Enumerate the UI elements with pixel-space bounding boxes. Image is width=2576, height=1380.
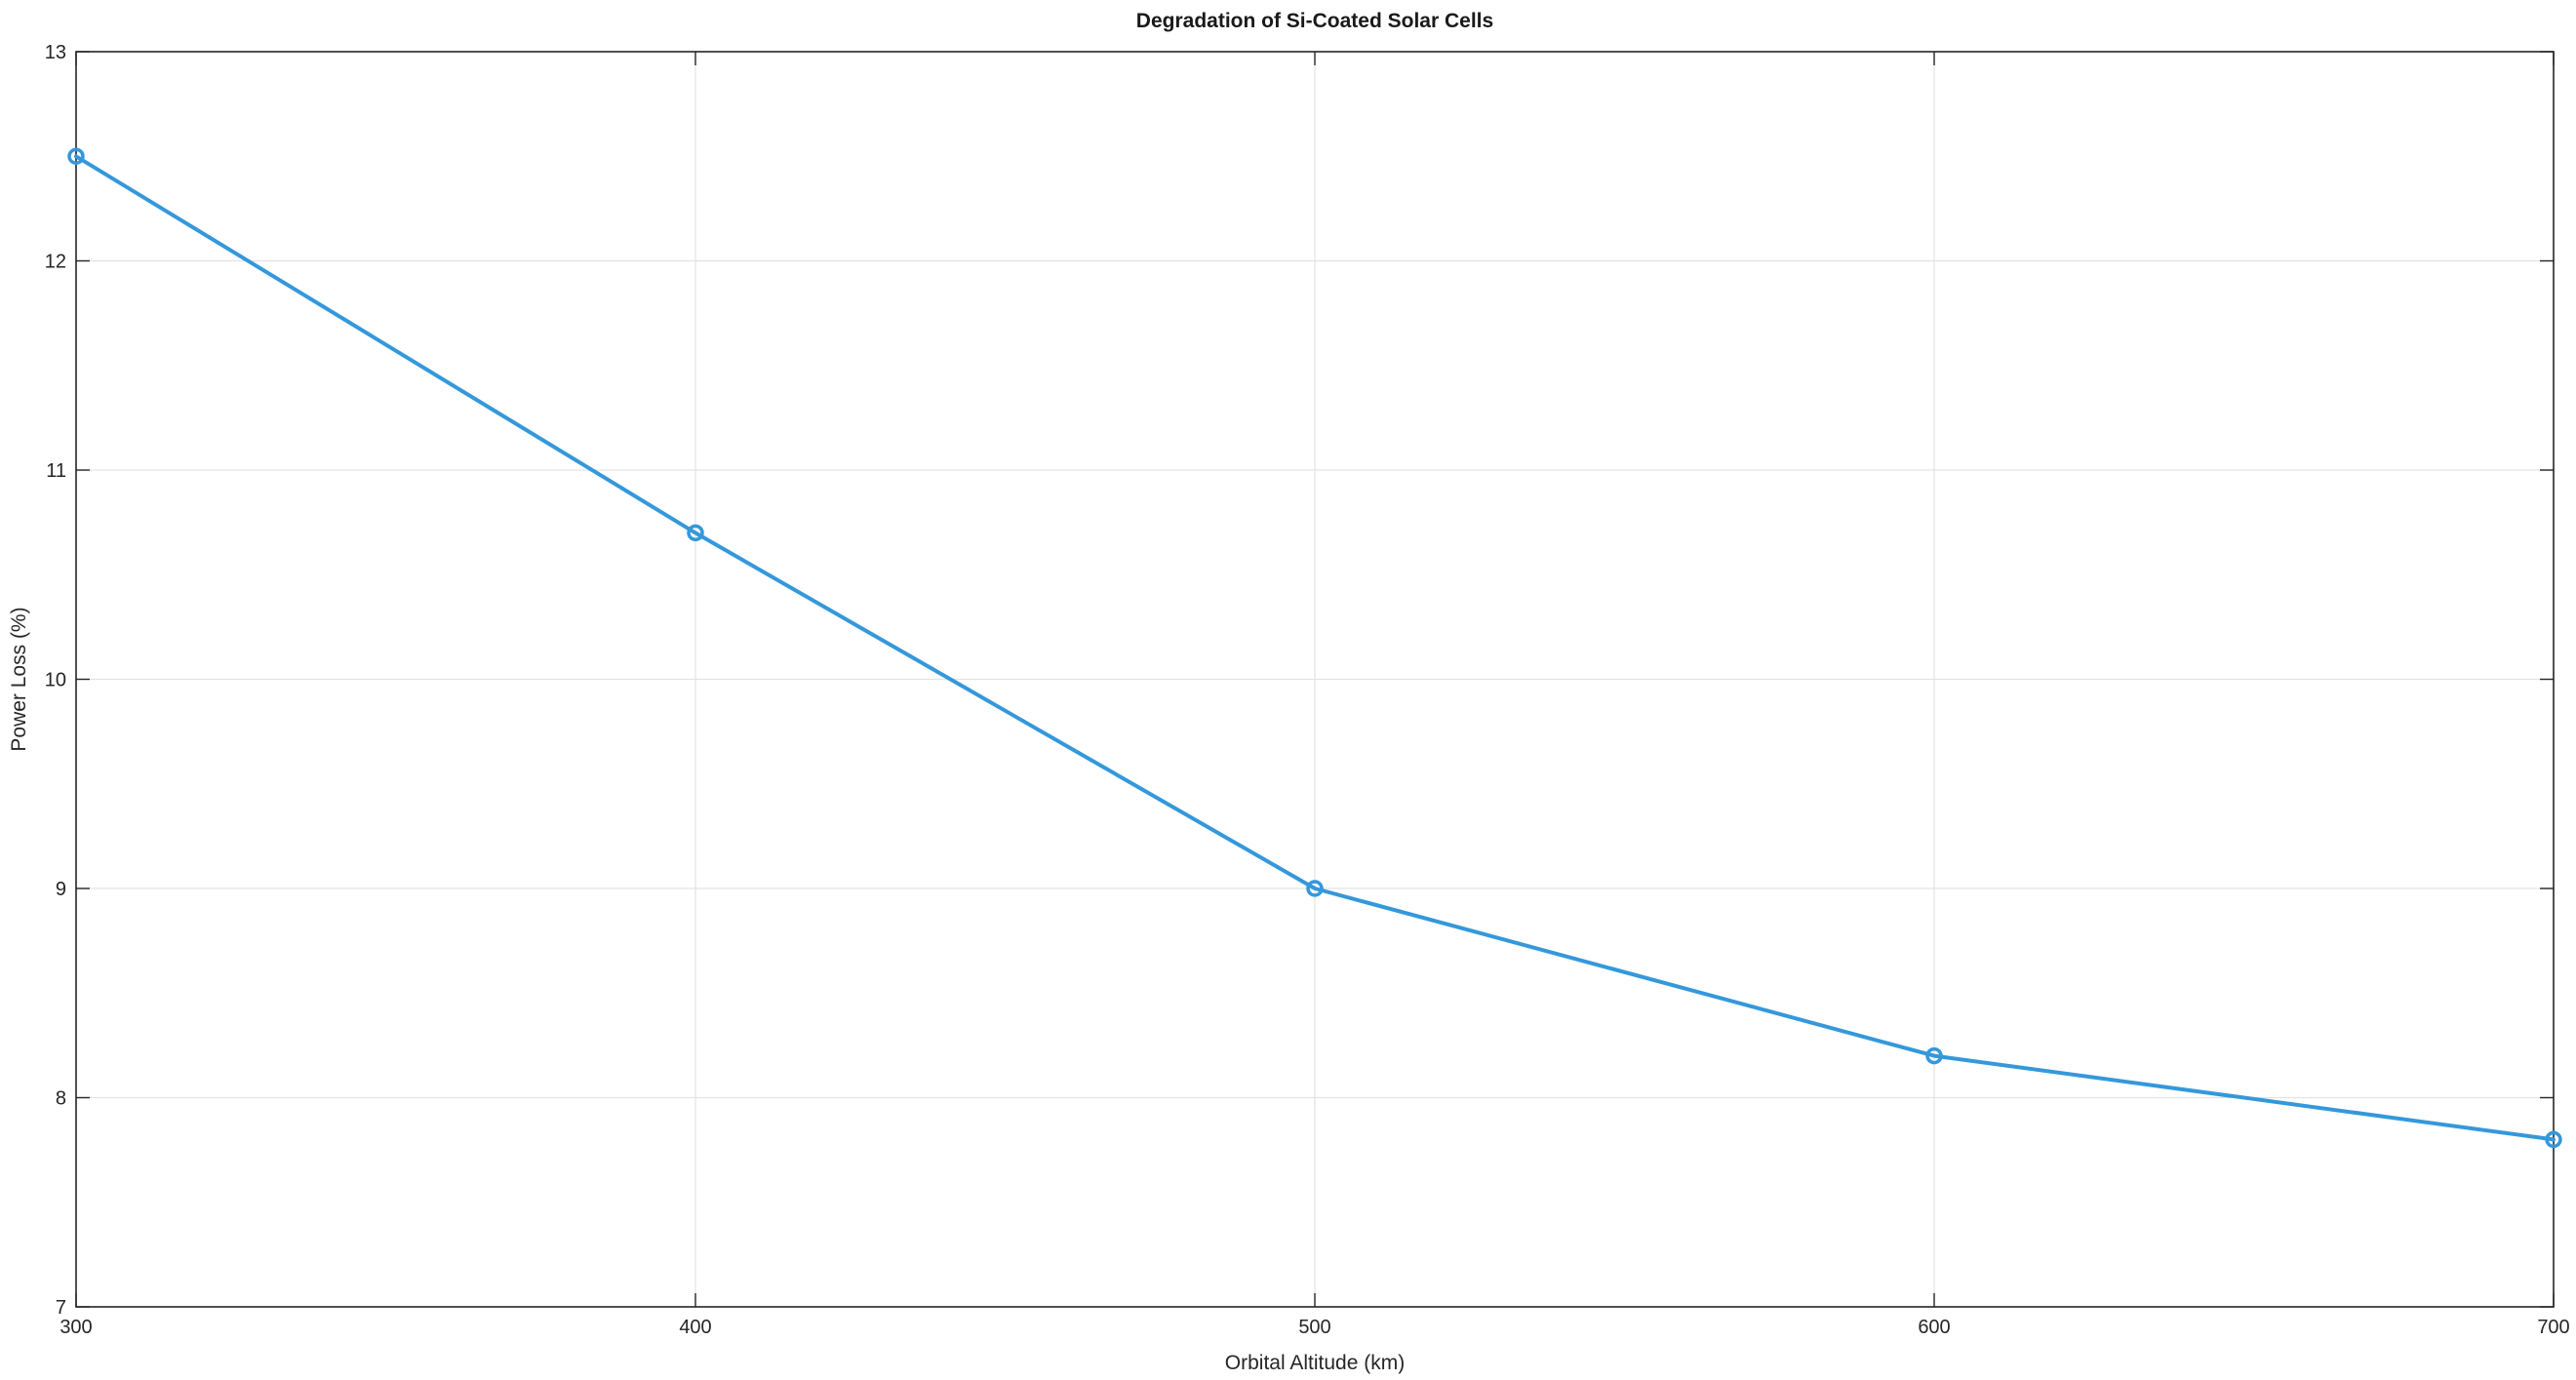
data-point	[687, 524, 704, 542]
x-tick-label: 400	[679, 1317, 711, 1338]
x-tick-label: 700	[2537, 1317, 2569, 1338]
x-axis-label: Orbital Altitude (km)	[1225, 1352, 1405, 1374]
y-tick-label: 12	[45, 252, 66, 273]
x-tick-label: 600	[1918, 1317, 1950, 1338]
y-tick-label: 9	[56, 879, 66, 900]
x-tick-label: 500	[1298, 1317, 1330, 1338]
series-layer	[67, 147, 2562, 1149]
axis-ticks: 300 400 500 600 700 7 8 9 10 11 12 13	[45, 42, 2570, 1338]
y-tick-label: 13	[45, 42, 66, 63]
y-axis-label: Power Loss (%)	[8, 607, 30, 751]
data-point	[1306, 880, 1324, 897]
y-tick-label: 8	[56, 1088, 66, 1110]
y-tick-label: 10	[45, 670, 66, 691]
chart-title: Degradation of Si-Coated Solar Cells	[1136, 10, 1493, 32]
y-tick-label: 7	[56, 1297, 66, 1319]
series-line	[74, 154, 2556, 1142]
y-tick-label: 11	[46, 460, 66, 482]
data-point	[2545, 1130, 2562, 1149]
data-point	[1925, 1046, 1943, 1065]
data-point	[67, 147, 85, 165]
grid-lines	[75, 51, 2555, 1308]
x-tick-label: 300	[59, 1317, 92, 1338]
